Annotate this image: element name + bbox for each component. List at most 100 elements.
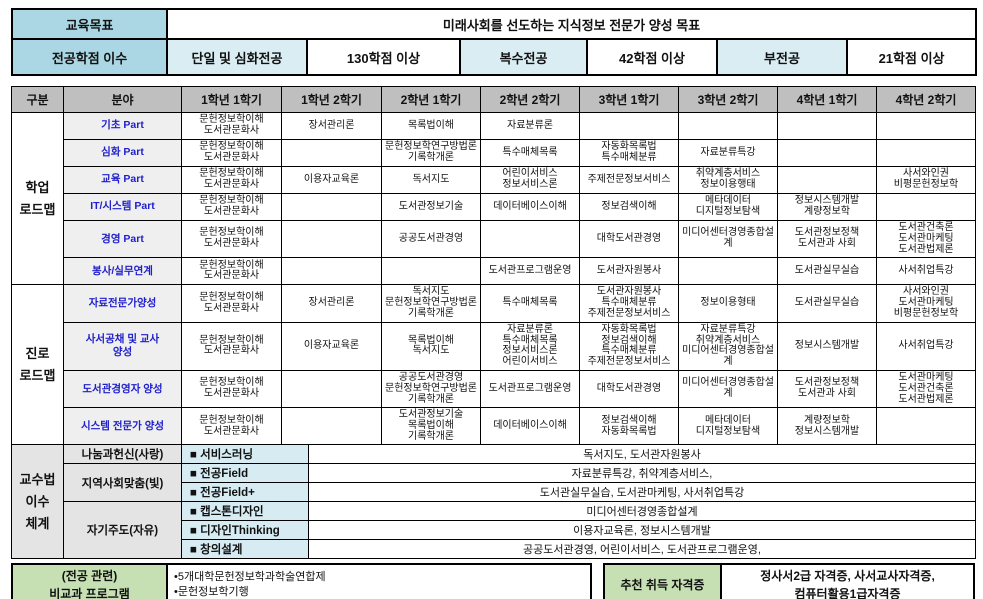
roadmap-header-8: 4학년 1학기 [777,86,877,113]
course-cell: 장서관리론 [281,284,382,323]
course-cell [876,139,976,167]
pedagogy-method-courses: 이용자교육론, 정보시스템개발 [308,520,976,541]
roadmap-header-row: 구분 분야 1학년 1학기 1학년 2학기 2학년 1학기 2학년 2학기 3학년 1학기 3… [11,86,976,113]
course-cell: 계량정보학 정보시스템개발 [777,407,877,446]
course-cell [281,193,382,221]
roadmap-header-9: 4학년 2학기 [876,86,976,113]
field-label: 교육 Part [63,166,182,194]
course-cell: 미디어센터경영종합설계 [678,369,778,409]
roadmap-header-2: 1학년 1학기 [181,86,282,113]
pedagogy-method-courses: 자료분류특강, 취약계층서비스, [308,463,976,484]
course-cell: 문헌정보학이해 도서관문화사 [181,219,282,259]
course-cell: 도서관정보기술 [381,193,481,221]
pedagogy-method-label: ■ 전공Field+ [181,482,309,503]
course-cell: 독서지도 문헌정보학연구방법론 기록학개론 [381,284,481,323]
field-label: 심화 Part [63,139,182,167]
course-cell: 정보시스템개발 [777,321,877,371]
course-cell: 문헌정보학이해 도서관문화사 [181,193,282,221]
course-cell: 취약계층서비스 정보이용행태 [678,166,778,194]
field-label: 사서공채 및 교사 양성 [63,321,182,371]
course-cell: 사서취업특강 [876,257,976,286]
field-label: 기초 Part [63,112,182,140]
education-goal-table: 교육목표 미래사회를 선도하는 지식정보 전문가 양성 목표 전공학점 이수 단… [11,8,978,76]
roadmap-group-label: 학업 로드맵 [11,111,64,286]
course-cell: 이용자교육론 [281,166,382,194]
single-major-label: 단일 및 심화전공 [166,38,308,76]
pedagogy-category-label: 지역사회맞춤(빛) [63,463,182,503]
course-cell [777,112,877,140]
course-cell: 사서와인권 도서관마케팅 비평문헌정보학 [876,284,976,323]
course-cell: 미디어센터경영종합설계 [678,219,778,259]
roadmap-table: 구분 분야 1학년 1학기 1학년 2학기 2학년 1학기 2학년 2학기 3학년 1학기 3… [11,86,976,446]
course-cell: 독서지도 [381,166,481,194]
extracurricular-label: (전공 관련) 비교과 프로그램 [11,563,168,599]
field-label: 시스템 전문가 양성 [63,407,182,446]
pedagogy-row: 자기주도(자유) ■ 캡스톤디자인 미디어센터경영종합설계 [12,501,976,560]
roadmap-row: 학업 로드맵 기초 Part 문헌정보학이해 도서관문화사 장서관리론 목록법이해 자료분… [11,111,976,286]
pedagogy-method-label: ■ 창의설계 [181,539,309,560]
course-cell [480,219,580,259]
course-cell: 문헌정보학이해 도서관문화사 [181,139,282,167]
course-cell: 문헌정보학이해 도서관문화사 [181,257,282,286]
major-credits-label: 전공학점 이수 [11,38,168,76]
course-cell: 목록법이해 독서지도 [381,321,481,371]
course-cell: 목록법이해 [381,112,481,140]
course-cell: 도서관정보기술 목록법이해 기록학개론 [381,407,481,446]
course-cell: 특수매체목록 [480,139,580,167]
course-cell: 사서와인권 비평문헌정보학 [876,166,976,194]
pedagogy-group-label: 교수법 이수 체계 [11,444,64,560]
course-cell: 문헌정보학이해 도서관문화사 [181,407,282,446]
pedagogy-method-label: ■ 전공Field [181,463,309,484]
certificates-table: 추천 취득 자격증 정사서2급 자격증, 사서교사자격증, 컴퓨터활용1급자격증 [603,563,975,599]
pedagogy-category-label: 나눔과헌신(사랑) [63,444,182,465]
field-label: IT/시스템 Part [63,193,182,221]
pedagogy-row: ■ 디자인Thinking 이용자교육론, 정보시스템개발 [12,520,976,541]
pedagogy-row: 지역사회맞춤(빛) ■ 전공Field 자료분류특강, 취약계층서비스, [12,463,976,503]
course-cell: 정보시스템개발 계량정보학 [777,193,877,221]
pedagogy-category-label: 자기주도(자유) [63,501,182,560]
course-cell [876,407,976,446]
pedagogy-row: ■ 전공Field+ 도서관실무실습, 도서관마케팅, 사서취업특강 [12,482,976,503]
education-goal-value: 미래사회를 선도하는 지식정보 전문가 양성 목표 [165,8,978,40]
roadmap-row: 심화 Part 문헌정보학이해 도서관문화사 문헌정보학연구방법론 기록학개론 특수매… [12,139,976,167]
course-cell: 도서관자원봉사 특수매체분류 주제전문정보서비스 [579,284,679,323]
course-cell [876,112,976,140]
roadmap-header-7: 3학년 2학기 [678,86,778,113]
course-cell: 자료분류특강 [678,139,778,167]
course-cell [579,112,679,140]
course-cell: 문헌정보학이해 도서관문화사 [181,369,282,409]
roadmap-row: 교육 Part 문헌정보학이해 도서관문화사 이용자교육론 독서지도 어린이서비스 정보… [12,166,976,194]
course-cell: 문헌정보학연구방법론 기록학개론 [381,139,481,167]
roadmap-row: IT/시스템 Part 문헌정보학이해 도서관문화사 도서관정보기술 데이터베이스이해… [12,193,976,221]
course-cell: 대학도서관경영 [579,369,679,409]
course-cell: 정보검색이해 [579,193,679,221]
certificates-value: 정사서2급 자격증, 사서교사자격증, 컴퓨터활용1급자격증 [720,563,975,599]
course-cell: 데이터베이스이해 [480,193,580,221]
course-cell: 정보검색이해 자동화목록법 [579,407,679,446]
course-cell: 공공도서관경영 [381,219,481,259]
pedagogy-method-courses: 미디어센터경영종합설계 [308,501,976,522]
roadmap-header-3: 1학년 2학기 [281,86,382,113]
double-major-label: 복수전공 [459,38,588,76]
pedagogy-table: 교수법 이수 체계 나눔과헌신(사랑) ■ 서비스러닝 독서지도, 도서관자원봉사 지역… [11,444,976,560]
course-cell [381,257,481,286]
course-cell: 자료분류론 특수매체목록 정보서비스론 어린이서비스 [480,321,580,371]
course-cell: 특수매체목록 [480,284,580,323]
roadmap-row: 봉사/실무연계 문헌정보학이해 도서관문화사 도서관프로그램운영 도서관자원봉사 도서관… [12,257,976,286]
course-cell: 장서관리론 [281,112,382,140]
course-cell: 자동화목록법 정보검색이해 특수매체분류 주제전문정보서비스 [579,321,679,371]
course-cell: 이용자교육론 [281,321,382,371]
course-cell: 어린이서비스 정보서비스론 [480,166,580,194]
course-cell [678,112,778,140]
minor-credits: 21학점 이상 [845,38,978,76]
course-cell [777,139,877,167]
single-major-credits: 130학점 이상 [306,38,461,76]
course-cell: 도서관정보정책 도서관과 사회 [777,369,877,409]
course-cell: 자동화목록법 특수매체분류 [579,139,679,167]
roadmap-header-5: 2학년 2학기 [480,86,580,113]
pedagogy-method-courses: 도서관실무실습, 도서관마케팅, 사서취업특강 [308,482,976,503]
course-cell: 문헌정보학이해 도서관문화사 [181,166,282,194]
pedagogy-row: 교수법 이수 체계 나눔과헌신(사랑) ■ 서비스러닝 독서지도, 도서관자원봉사 [11,444,976,560]
course-cell: 자료분류론 [480,112,580,140]
